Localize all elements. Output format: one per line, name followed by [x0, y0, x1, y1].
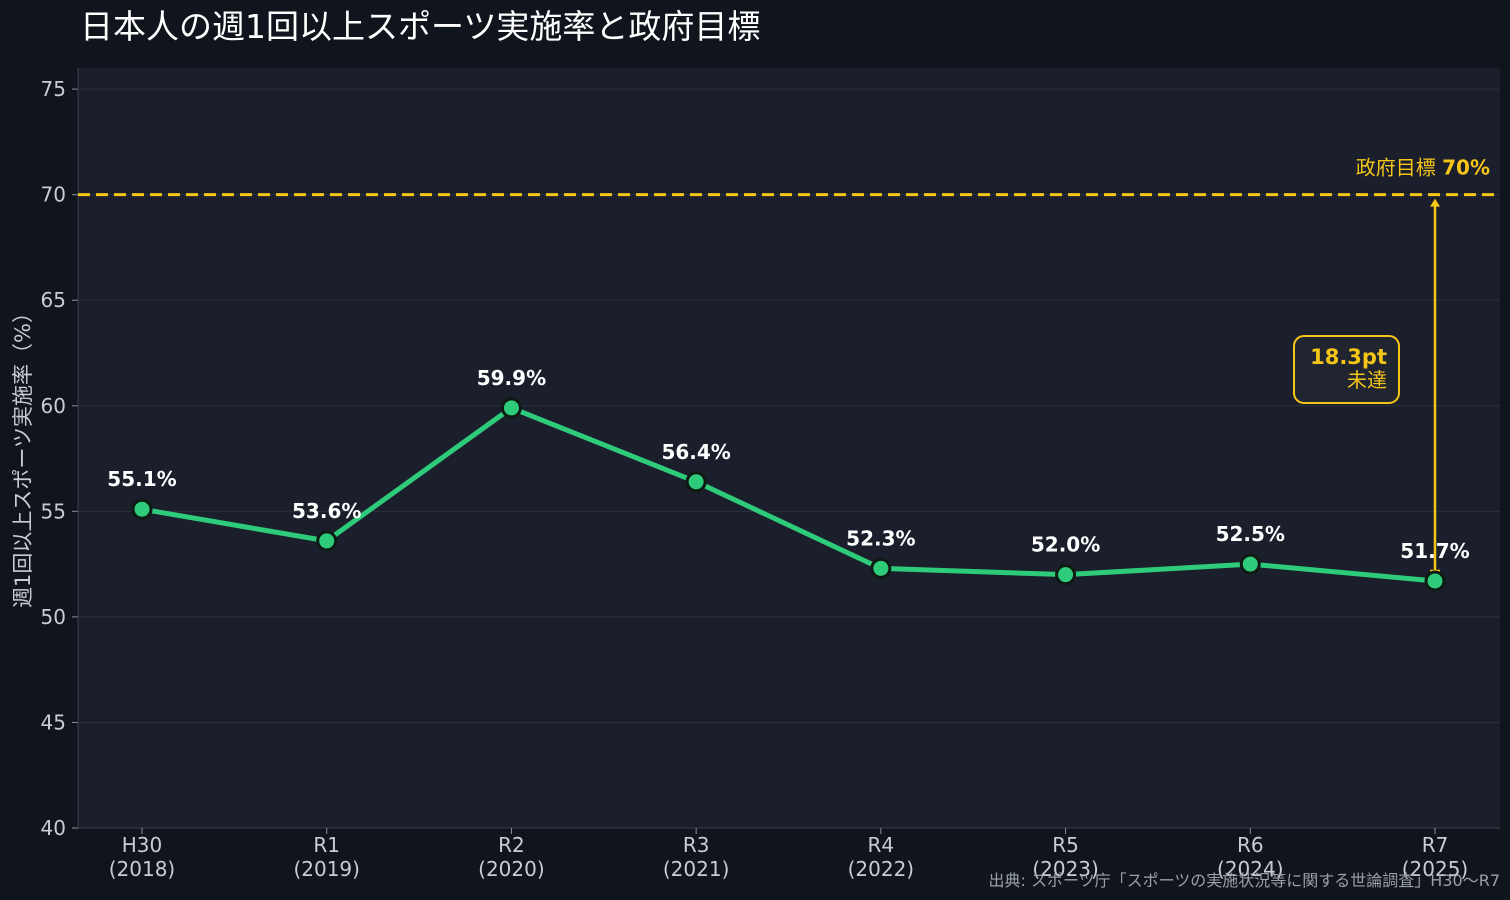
y-tick-label: 75 [41, 77, 66, 101]
data-label: 55.1% [107, 467, 176, 491]
x-tick-year: (2021) [663, 857, 730, 881]
y-axis-label: 週1回以上スポーツ実施率（%） [11, 302, 35, 608]
gap-arrow-head [1430, 198, 1440, 207]
target-label-text: 政府目標 [1356, 156, 1442, 180]
x-tick-label: R1 [313, 833, 340, 857]
x-tick-label: R3 [683, 833, 710, 857]
data-point [1424, 570, 1446, 592]
data-point [685, 471, 707, 493]
plot-area [78, 68, 1500, 828]
x-tick-year: (2022) [848, 857, 915, 881]
source-note: 出典: スポーツ庁「スポーツの実施状況等に関する世論調査」H30〜R7 [988, 871, 1500, 890]
gap-box [1293, 335, 1400, 404]
target-value-label: 70% [1442, 156, 1490, 180]
x-tick-year: (2020) [478, 857, 545, 881]
data-label: 59.9% [477, 366, 546, 390]
data-label: 56.4% [661, 440, 730, 464]
x-tick-label: R6 [1237, 833, 1264, 857]
x-tick-year: (2025) [1402, 857, 1469, 881]
x-tick-label: R4 [868, 833, 895, 857]
x-tick-year: (2019) [293, 857, 360, 881]
data-point [870, 557, 892, 579]
x-tick-label: R5 [1052, 833, 1079, 857]
x-tick-label: R7 [1422, 833, 1449, 857]
data-point [500, 397, 522, 419]
x-tick-year: (2024) [1217, 857, 1284, 881]
data-label: 51.7% [1400, 539, 1469, 563]
x-axis: H30(2018) R1(2019) R2(2020) R3(2021) R4(2022… [78, 827, 1500, 881]
y-axis: 40 45 50 55 60 65 70 75 [41, 68, 79, 840]
y-tick-label: 55 [41, 499, 66, 523]
data-point [316, 530, 338, 552]
y-tick-label: 65 [41, 288, 66, 312]
series-line [139, 405, 1438, 584]
y-tick-label: 50 [41, 605, 66, 629]
data-point [1055, 564, 1077, 586]
data-label: 52.3% [846, 526, 915, 550]
y-tick-label: 40 [41, 816, 66, 840]
y-tick-label: 60 [41, 394, 66, 418]
x-tick-label: H30 [122, 833, 163, 857]
data-point [131, 498, 153, 520]
target-label: 政府目標 70% [1356, 156, 1490, 180]
x-tick-label: R2 [498, 833, 525, 857]
x-tick-year: (2018) [109, 857, 176, 881]
data-point [1239, 553, 1261, 575]
gap-note: 未達 [1347, 368, 1387, 392]
series: 55.1% 53.6% 59.9% 56.4% 52.3% 52.0% 52.5% 51.7% [107, 366, 1470, 592]
y-tick-label: 70 [41, 183, 66, 207]
y-tick-label: 45 [41, 710, 66, 734]
gap-value: 18.3pt [1310, 345, 1387, 369]
data-label: 52.0% [1031, 533, 1100, 557]
data-label: 52.5% [1216, 522, 1285, 546]
x-tick-year: (2023) [1032, 857, 1099, 881]
chart-title: 日本人の週1回以上スポーツ実施率と政府目標 [80, 7, 760, 46]
data-label: 53.6% [292, 499, 361, 523]
